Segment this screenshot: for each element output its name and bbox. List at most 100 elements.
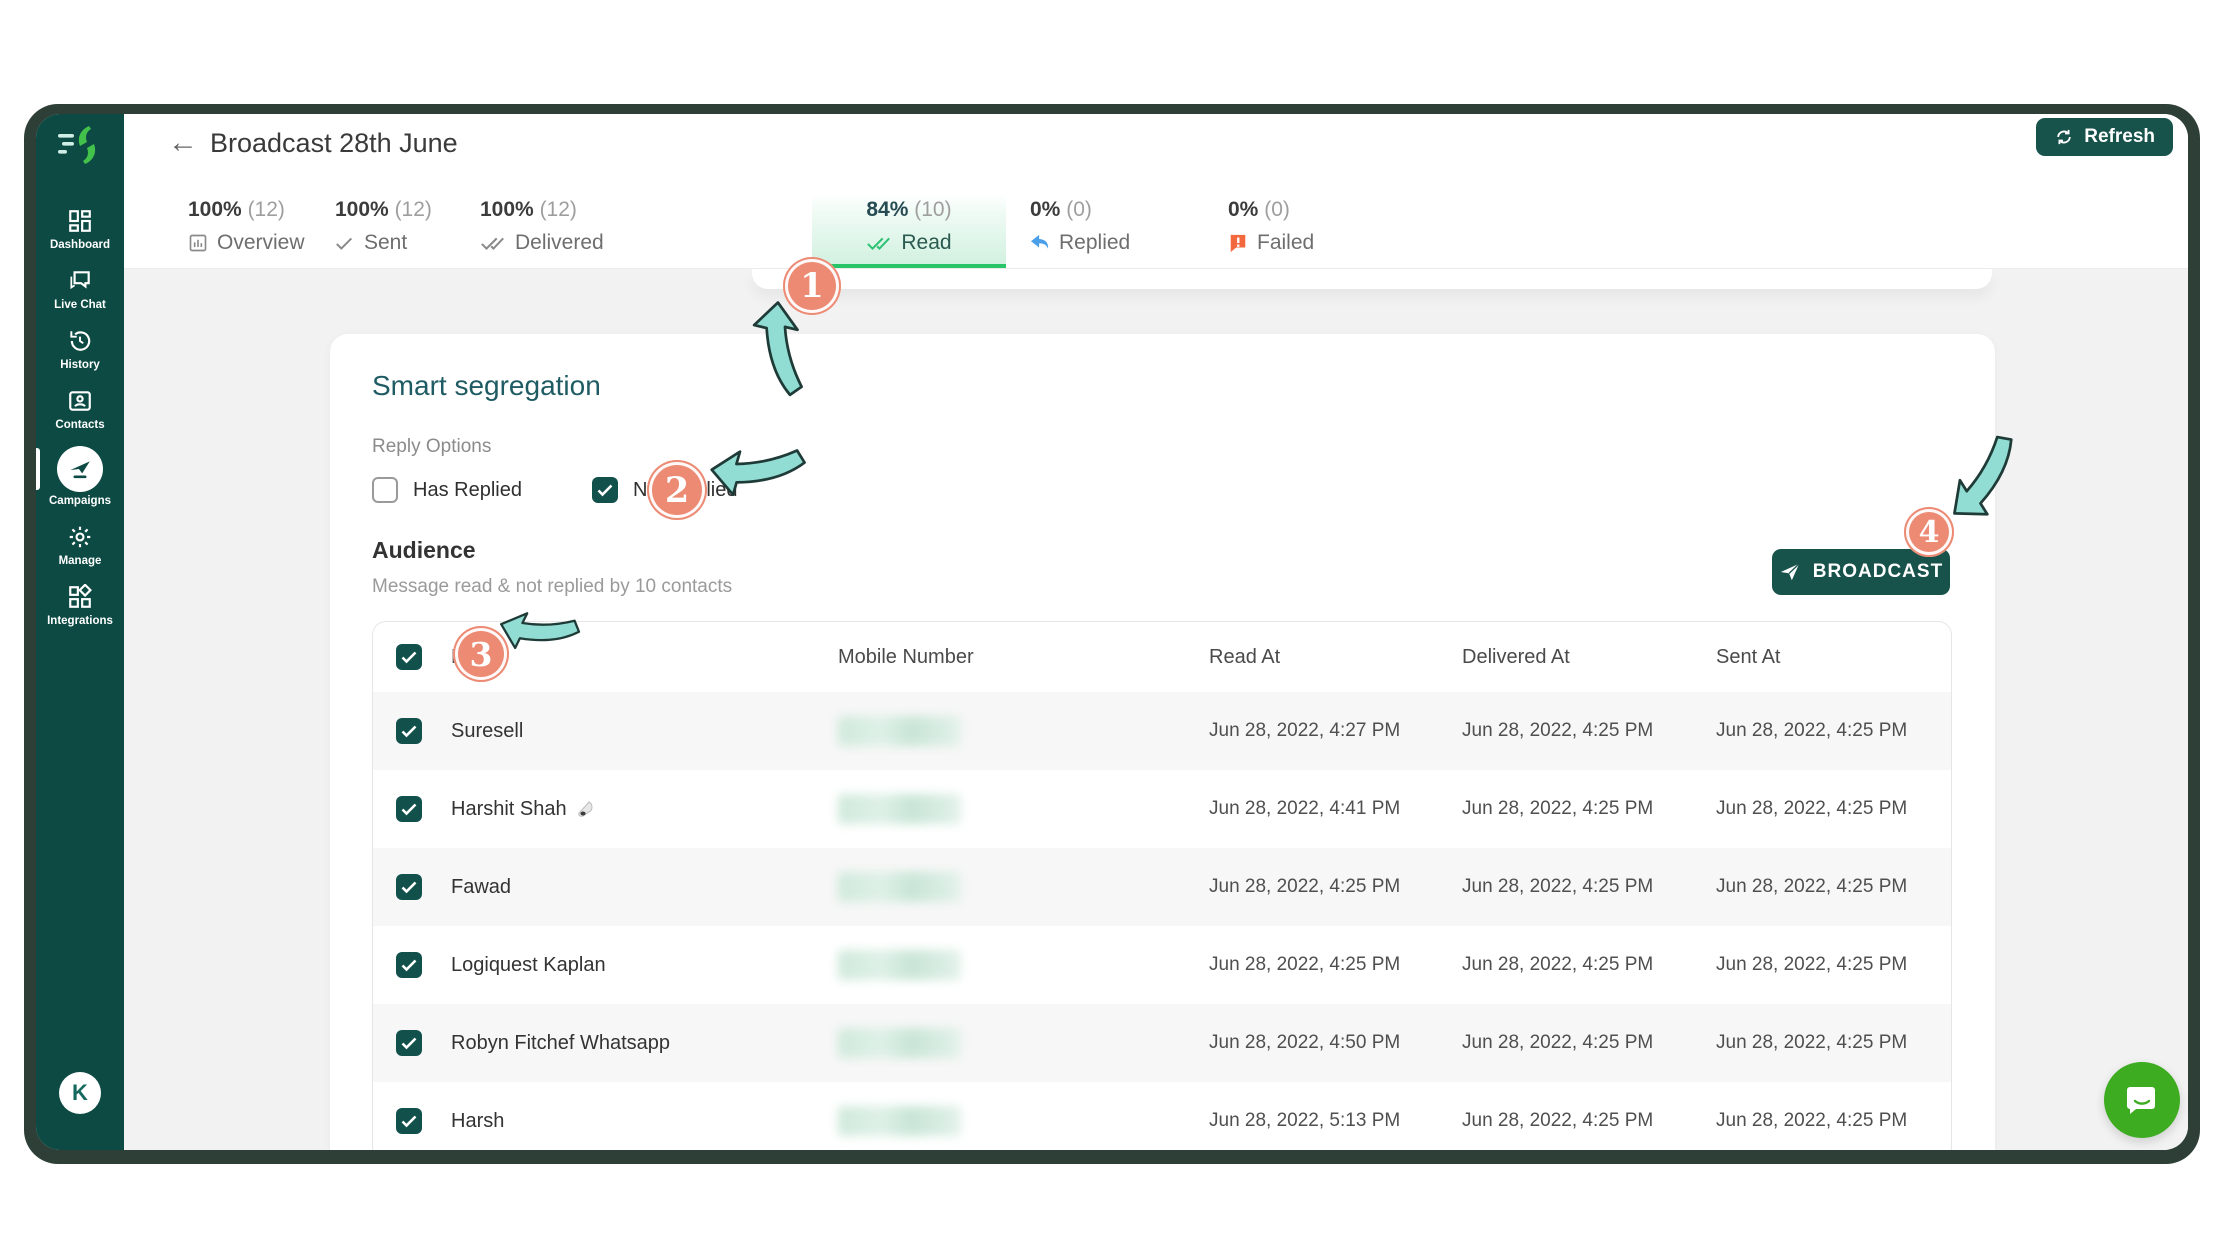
sidebar-item-label: Live Chat	[54, 299, 106, 311]
sidebar-item-manage[interactable]: Manage	[36, 522, 124, 567]
scrolled-card-bottom	[752, 269, 1992, 289]
refresh-icon	[2057, 129, 2071, 145]
read-at: Jun 28, 2022, 4:27 PM	[1209, 720, 1401, 741]
reply-icon	[1031, 234, 1049, 249]
sidebar-item-dashboard[interactable]: Dashboard	[36, 206, 124, 251]
tab-sent[interactable]: 100% (12) Sent	[335, 198, 432, 254]
col-header-sent-at: Sent At	[1716, 645, 1781, 668]
col-header-mobile: Mobile Number	[838, 645, 974, 668]
col-header-read-at: Read At	[1209, 645, 1281, 668]
back-arrow-icon[interactable]: ←	[168, 126, 198, 159]
delivered-at: Jun 28, 2022, 4:25 PM	[1462, 720, 1654, 741]
contact-name: Fawad	[451, 875, 512, 898]
paper-plane-icon	[70, 461, 90, 479]
tab-failed[interactable]: 0% (0) Failed	[1228, 198, 1315, 254]
sidebar-item-contacts[interactable]: Contacts	[36, 386, 124, 431]
not-replied-checkbox[interactable]	[591, 477, 618, 503]
blurred-mobile-number	[838, 872, 961, 902]
sent-at: Jun 28, 2022, 4:25 PM	[1716, 1110, 1908, 1131]
annotation-arrow-2	[710, 449, 806, 497]
row-checkbox[interactable]	[396, 874, 422, 900]
tab-read[interactable]: 84% (10) Read	[812, 194, 1006, 268]
reply-options-label: Reply Options	[372, 436, 492, 457]
sidebar-item-integrations[interactable]: Integrations	[36, 582, 124, 627]
annotation-badge-4: 4	[1904, 507, 1954, 557]
page-title: Broadcast 28th June	[210, 128, 458, 158]
sent-at: Jun 28, 2022, 4:25 PM	[1716, 954, 1908, 975]
annotation-badge-2: 2	[647, 460, 707, 520]
select-all-checkbox[interactable]	[396, 644, 422, 670]
table-row: Fawad Jun 28, 2022, 4:25 PM Jun 28, 2022…	[373, 848, 1951, 926]
sidebar-item-label: History	[60, 359, 100, 371]
double-check-icon	[481, 237, 504, 251]
table-row: Harsh Jun 28, 2022, 5:13 PM Jun 28, 2022…	[373, 1082, 1951, 1150]
audience-table: Name Mobile Number Read At Delivered At …	[372, 621, 1952, 1150]
integrations-icon	[67, 582, 93, 612]
refresh-label: Refresh	[2084, 126, 2155, 147]
user-avatar[interactable]: K	[59, 1072, 101, 1114]
app-body: Dashboard Live Chat	[36, 114, 2188, 1150]
bar-chart-icon	[189, 234, 207, 252]
read-at: Jun 28, 2022, 4:25 PM	[1209, 954, 1401, 975]
row-checkbox[interactable]	[396, 952, 422, 978]
audience-subtitle: Message read & not replied by 10 contact…	[372, 576, 733, 597]
delivered-at: Jun 28, 2022, 4:25 PM	[1462, 1032, 1654, 1053]
contacts-icon	[67, 386, 93, 416]
failed-chat-icon	[1230, 234, 1246, 253]
main-area: ← Broadcast 28th June Refresh 100% (12)	[124, 114, 2188, 1150]
annotation-badge-1: 1	[783, 257, 841, 315]
has-replied-checkbox[interactable]	[372, 477, 398, 503]
row-checkbox[interactable]	[396, 796, 422, 822]
row-checkbox[interactable]	[396, 718, 422, 744]
single-check-icon	[336, 237, 353, 250]
spiral-shell-emoji-icon	[577, 801, 593, 817]
blurred-mobile-number	[838, 950, 961, 980]
audience-title: Audience	[372, 537, 476, 563]
wati-logo-icon	[58, 126, 96, 164]
sidebar-item-label: Campaigns	[49, 495, 111, 507]
tab-overview[interactable]: 100% (12) Overview	[188, 198, 305, 254]
checkbox-label: Has Replied	[413, 478, 522, 501]
send-icon	[1780, 563, 1800, 581]
read-at: Jun 28, 2022, 4:25 PM	[1209, 876, 1401, 897]
smart-segregation-card: Smart segregation Reply Options Has Repl…	[330, 334, 1995, 1150]
sidebar-item-campaigns[interactable]: Campaigns	[36, 446, 124, 507]
delivered-at: Jun 28, 2022, 4:25 PM	[1462, 876, 1654, 897]
blurred-mobile-number	[838, 1106, 961, 1136]
refresh-button[interactable]: Refresh	[2036, 118, 2173, 156]
sidebar-item-label: Contacts	[55, 419, 105, 431]
delivered-at: Jun 28, 2022, 4:25 PM	[1462, 1110, 1654, 1131]
read-at: Jun 28, 2022, 4:50 PM	[1209, 1032, 1401, 1053]
delivered-at: Jun 28, 2022, 4:25 PM	[1462, 798, 1654, 819]
history-icon	[67, 326, 93, 356]
sent-at: Jun 28, 2022, 4:25 PM	[1716, 720, 1908, 741]
sidebar-item-label: Integrations	[47, 615, 113, 627]
sidebar-item-history[interactable]: History	[36, 326, 124, 371]
chat-launcher-button[interactable]	[2104, 1062, 2180, 1138]
sidebar-item-live-chat[interactable]: Live Chat	[36, 266, 124, 311]
table-row: Suresell Jun 28, 2022, 4:27 PM Jun 28, 2…	[373, 692, 1951, 770]
broadcast-button[interactable]: BROADCAST	[1772, 549, 1950, 595]
sent-at: Jun 28, 2022, 4:25 PM	[1716, 798, 1908, 819]
table-row: Logiquest Kaplan Jun 28, 2022, 4:25 PM J…	[373, 926, 1951, 1004]
row-checkbox[interactable]	[396, 1108, 422, 1134]
table-header-row: Name Mobile Number Read At Delivered At …	[373, 622, 1951, 692]
sidebar-item-label: Manage	[58, 555, 102, 567]
blurred-mobile-number	[838, 794, 961, 824]
annotation-arrow-3	[500, 612, 581, 650]
chat-bubble-icon	[2127, 1087, 2155, 1114]
page-header: ← Broadcast 28th June Refresh 100% (12)	[124, 114, 2188, 269]
contact-name: Robyn Fitchef Whatsapp	[451, 1031, 670, 1054]
broadcast-label: BROADCAST	[1812, 561, 1944, 582]
annotation-arrow-1	[752, 301, 804, 397]
content-area: Smart segregation Reply Options Has Repl…	[124, 269, 2188, 1150]
app-window: Dashboard Live Chat	[24, 104, 2200, 1164]
card-title: Smart segregation	[372, 370, 601, 401]
tab-replied[interactable]: 0% (0) Replied	[1030, 198, 1131, 254]
sidebar-item-label: Dashboard	[49, 239, 111, 251]
tab-delivered[interactable]: 100% (12) Delivered	[480, 198, 604, 254]
blurred-mobile-number	[838, 1028, 961, 1058]
row-checkbox[interactable]	[396, 1030, 422, 1056]
table-row: Robyn Fitchef Whatsapp Jun 28, 2022, 4:5…	[373, 1004, 1951, 1082]
